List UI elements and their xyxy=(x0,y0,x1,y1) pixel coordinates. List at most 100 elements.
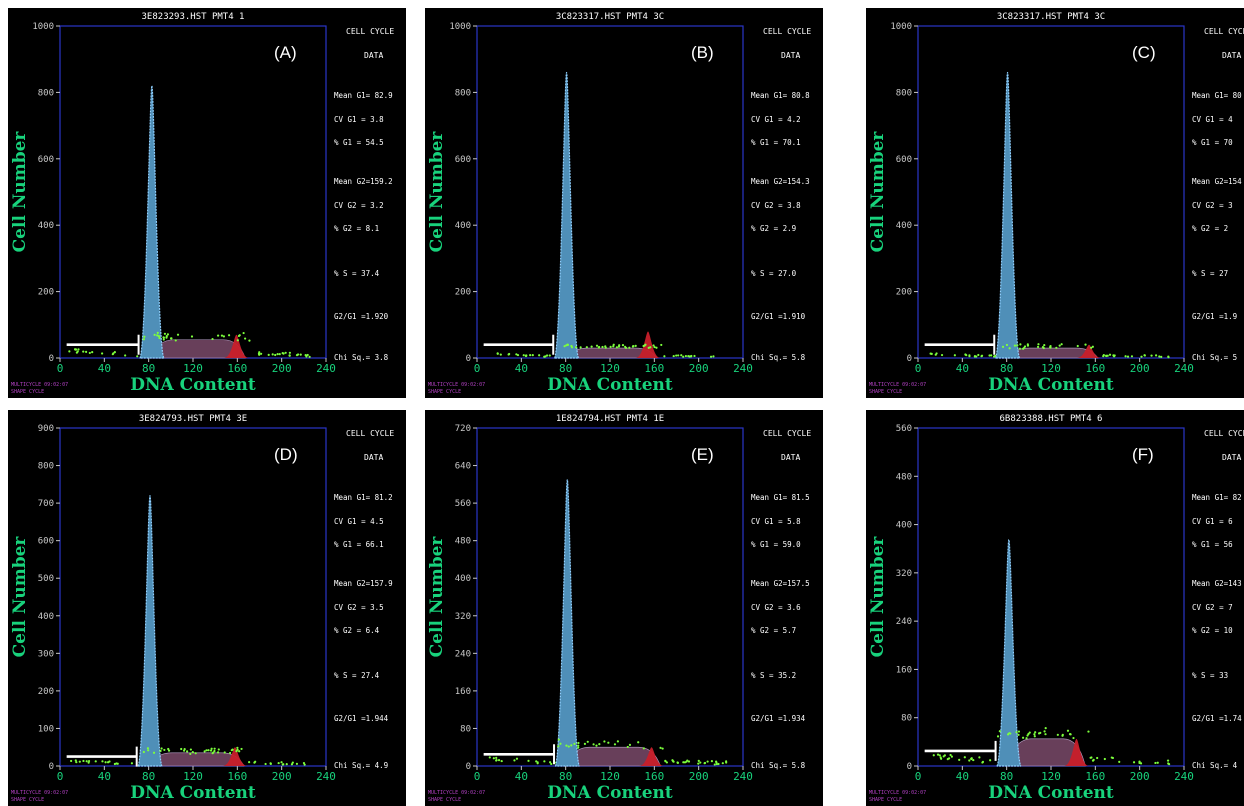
x-tick-label: 40 xyxy=(98,362,111,375)
data-point xyxy=(74,759,77,762)
data-point xyxy=(267,353,270,356)
stat-line: Mean G2=157.5 xyxy=(751,579,810,588)
data-point xyxy=(492,757,495,760)
meta-line: MULTICYCLE 09:02:07 xyxy=(428,790,485,796)
data-point xyxy=(1105,354,1108,357)
file-title: 3E824793.HST PMT4 3E xyxy=(139,414,247,424)
x-tick-label: 40 xyxy=(956,770,969,783)
data-point xyxy=(612,343,615,346)
data-point xyxy=(166,333,170,336)
data-point xyxy=(194,752,197,755)
data-point xyxy=(1126,355,1130,358)
stat-line: Mean G1= 80.8 xyxy=(751,91,810,100)
data-point xyxy=(248,339,251,342)
data-point xyxy=(284,351,287,354)
stat-line: CV G2 = 3.6 xyxy=(751,603,801,612)
data-point xyxy=(697,762,700,765)
data-point xyxy=(1106,354,1109,357)
data-point xyxy=(278,353,281,356)
y-tick-label: 80 xyxy=(901,714,912,724)
data-point xyxy=(565,744,568,747)
data-point xyxy=(282,352,285,355)
data-point xyxy=(934,353,937,356)
x-tick-label: 0 xyxy=(57,362,64,375)
data-point xyxy=(113,351,116,354)
data-point xyxy=(94,760,97,763)
data-point xyxy=(642,747,645,750)
y-tick-label: 0 xyxy=(907,354,912,364)
data-point xyxy=(82,350,85,353)
stat-line: % G2 = 2 xyxy=(1192,224,1228,233)
y-tick-label: 600 xyxy=(896,155,912,165)
g2-peak xyxy=(635,331,661,358)
meta-line: MULTICYCLE 09:02:07 xyxy=(428,382,485,388)
meta-line: SHAPE CYCLE xyxy=(428,797,461,803)
x-tick-label: 120 xyxy=(183,362,203,375)
stat-line: % S = 27.4 xyxy=(334,671,380,680)
g2-peak xyxy=(639,747,664,766)
data-point xyxy=(567,745,570,748)
data-point xyxy=(617,345,621,348)
data-point xyxy=(167,749,171,752)
stats-subheader: DATA xyxy=(781,51,800,60)
data-point xyxy=(1044,733,1047,736)
data-point xyxy=(989,759,992,762)
y-tick-label: 320 xyxy=(455,612,471,622)
x-tick-label: 40 xyxy=(98,770,111,783)
stat-line: Mean G2=159.2 xyxy=(334,177,393,186)
panel-b: 3C823317.HST PMT4 3C 0 200 400 600 800 1000 0 40… xyxy=(425,8,823,398)
data-point xyxy=(85,760,88,763)
plot-frame xyxy=(476,25,744,359)
data-point xyxy=(163,332,167,335)
y-tick-label: 300 xyxy=(38,649,54,659)
data-point xyxy=(642,344,645,348)
data-point xyxy=(1008,347,1011,350)
data-point xyxy=(299,353,302,356)
data-point xyxy=(213,747,216,750)
x-tick-label: 0 xyxy=(474,362,481,375)
data-point xyxy=(559,742,562,745)
stats-header: CELL CYCL xyxy=(1204,27,1244,36)
data-point xyxy=(978,756,981,759)
data-point xyxy=(236,339,239,342)
y-tick-label: 200 xyxy=(896,288,912,298)
panel-d: 3E824793.HST PMT4 3E 0 100 200 300 400 500 600 7… xyxy=(8,410,406,806)
data-point xyxy=(615,346,618,349)
stat-line: Mean G2=143 xyxy=(1192,579,1242,588)
data-point xyxy=(980,355,983,358)
data-point xyxy=(152,751,156,754)
data-point xyxy=(949,753,952,757)
data-point xyxy=(136,355,139,358)
data-point xyxy=(943,754,946,757)
g2-peak xyxy=(1076,344,1102,358)
y-tick-label: 1000 xyxy=(32,22,54,32)
y-tick-label: 160 xyxy=(896,665,912,675)
data-point xyxy=(1066,729,1070,732)
data-point xyxy=(260,352,263,355)
data-point xyxy=(488,756,491,759)
data-point xyxy=(550,762,553,766)
data-point xyxy=(579,346,582,349)
stat-line: % G2 = 2.9 xyxy=(751,224,796,233)
data-point xyxy=(950,755,953,758)
stat-line: % G2 = 6.4 xyxy=(334,626,380,635)
stat-line: Mean G1= 82 xyxy=(1192,493,1242,502)
stat-line: Mean G2=157.9 xyxy=(334,579,393,588)
plot-frame xyxy=(917,25,1185,359)
stat-line: % S = 37.4 xyxy=(334,269,380,278)
data-point xyxy=(653,345,656,349)
data-point xyxy=(257,352,261,355)
data-point xyxy=(664,759,667,762)
stat-line: % S = 33 xyxy=(1192,671,1228,680)
stats-header: CELL CYCLE xyxy=(763,429,811,438)
data-point xyxy=(549,761,552,764)
data-point xyxy=(616,740,620,743)
data-point xyxy=(236,748,239,751)
y-tick-label: 800 xyxy=(38,462,54,472)
data-point xyxy=(968,354,971,357)
y-tick-label: 480 xyxy=(455,537,471,547)
stat-line: G2/G1 =1.9 xyxy=(1192,312,1237,321)
data-point xyxy=(240,747,243,751)
data-point xyxy=(1049,344,1052,348)
data-point xyxy=(663,355,666,358)
